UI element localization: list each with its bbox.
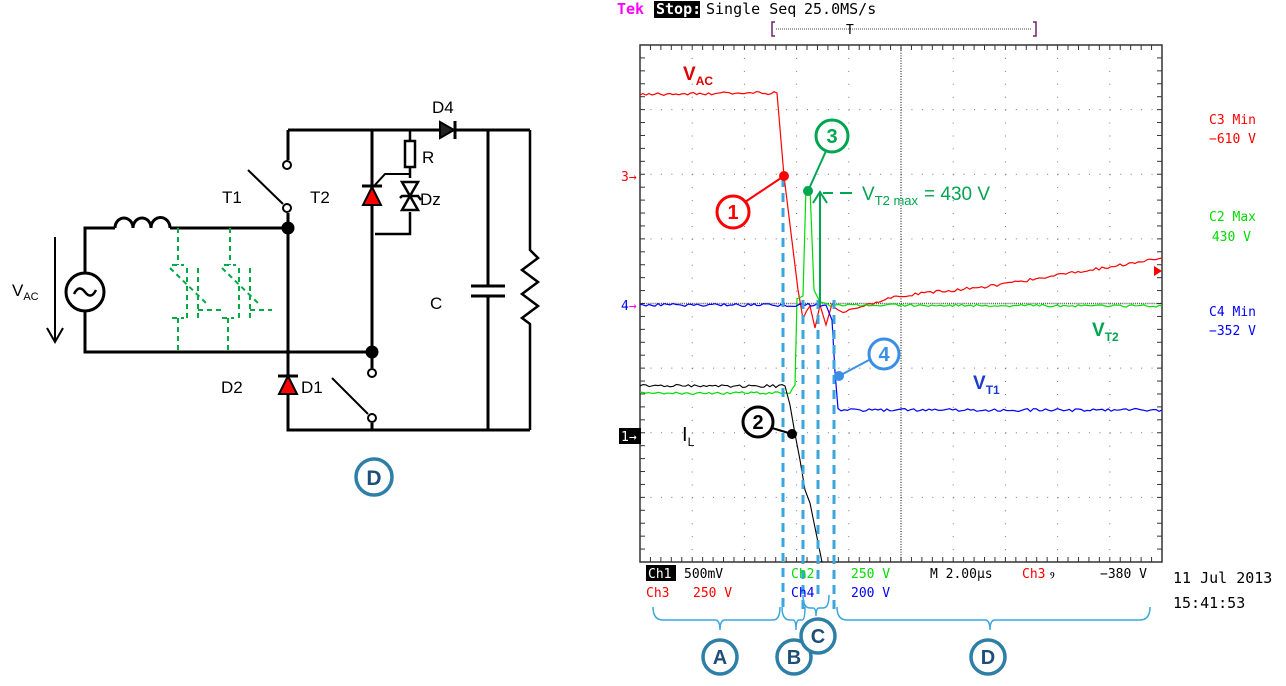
marker-4: 4: [834, 339, 899, 381]
svg-text:2: 2: [752, 412, 763, 434]
footer-ch3-scale: 250 V: [693, 586, 732, 601]
label-d4: D4: [432, 98, 454, 117]
vt2max-arrow: [813, 192, 852, 305]
marker-1: 1: [717, 171, 789, 228]
trace-il: [640, 385, 822, 563]
vt2max-label: VT2 max = 430 V: [862, 184, 990, 208]
svg-text:A: A: [713, 647, 727, 669]
footer-ch3: Ch3: [646, 586, 669, 601]
t1-contact-bottom: [283, 204, 291, 212]
label-d2: D2: [221, 378, 243, 397]
marker-3: 3: [803, 120, 848, 196]
label-r: R: [422, 148, 434, 167]
ch1-marker: 1→: [621, 430, 637, 445]
footer-ch1-scale: 500mV: [684, 567, 723, 582]
phase-badge-a: A: [703, 640, 737, 674]
label-vt1-trace: VT1: [973, 373, 1000, 397]
brand-tek: Tek: [617, 0, 644, 18]
d1-contact-top: [368, 369, 376, 377]
d4-diode: [440, 122, 454, 138]
bracket-d: [837, 607, 1150, 630]
footer-trigger-source: Ch3: [1022, 567, 1045, 582]
footer-date: 11 Jul 2013: [1173, 569, 1272, 587]
meas-c3-value: −610 V: [1209, 132, 1256, 147]
meas-c4-value: −352 V: [1209, 324, 1256, 339]
phase-badge-c: C: [801, 619, 835, 653]
marker-2: 2: [743, 407, 797, 439]
scope-graticule: [640, 45, 1162, 562]
phase-badges: A B C D: [703, 619, 1005, 674]
label-c: C: [430, 294, 442, 313]
left-loop: [85, 228, 372, 352]
label-il-trace: IL: [682, 424, 695, 449]
figure: D4 R T1 T2 Dz C D2 D1 VAC D Tek Stop: Si…: [0, 0, 1286, 686]
channel-markers: 3→ 4→ 1→: [619, 170, 1162, 445]
bracket-a: [653, 607, 780, 630]
footer-trigger-level: −380 V: [1100, 567, 1147, 582]
svg-text:C: C: [811, 626, 825, 648]
svg-text:4: 4: [878, 344, 890, 366]
resistor-r: [405, 141, 415, 167]
ch3-marker: 3→: [621, 170, 637, 185]
t2-gate: [374, 174, 411, 186]
d1-contact-bottom: [368, 414, 376, 422]
svg-text:1: 1: [727, 202, 738, 224]
footer-timebase: M 2.00µs: [930, 567, 993, 582]
ch3-ref-arrow-right: [1154, 266, 1162, 276]
event-markers: 1 2 3 4: [717, 120, 899, 439]
footer-ch2-scale: 250 V: [851, 567, 890, 582]
d2-wire: [288, 228, 530, 430]
inductor: [115, 217, 170, 228]
meas-c2-label: C2 Max: [1209, 210, 1256, 225]
bracket-b: [782, 607, 805, 630]
capacitor-plates: [471, 286, 505, 296]
ac-source-sine-icon: [74, 288, 96, 295]
d2-diode: [279, 376, 297, 394]
svg-text:D: D: [981, 647, 995, 669]
label-vac-trace: VAC: [683, 64, 713, 88]
load-resistor: [522, 130, 538, 430]
trace-labels: VAC VT2 VT1 IL: [682, 64, 1119, 449]
acq-mode: Single Seq: [706, 0, 796, 18]
phase-badge-d: D: [971, 640, 1005, 674]
label-vt2-trace: VT2: [1092, 320, 1119, 344]
zener-dz: [400, 182, 421, 210]
meas-c4-label: C4 Min: [1209, 305, 1256, 320]
label-vac: VAC: [12, 281, 39, 303]
circuit-diagram: [47, 121, 538, 430]
sample-rate: 25.0MS/s: [804, 0, 876, 18]
label-d1: D1: [301, 378, 323, 397]
footer-ch2: Ch2: [791, 567, 814, 582]
state-badge: Stop:: [656, 0, 701, 18]
t1-contact-top: [283, 161, 291, 169]
scope-footer: Ch1 500mV Ch3 250 V Ch2 250 V Ch4 200 V …: [646, 565, 1272, 612]
label-dz: Dz: [420, 190, 441, 209]
svg-text:Tek: Tek: [617, 0, 644, 18]
t2-thyristor: [363, 187, 381, 205]
label-t1: T1: [222, 188, 242, 207]
svg-text:3: 3: [826, 126, 837, 148]
phase-dashed-lines: [783, 178, 834, 612]
label-t2: T2: [310, 188, 330, 207]
footer-time: 15:41:53: [1173, 594, 1245, 612]
vac-arrow: [47, 237, 63, 342]
t1-blade: [248, 170, 283, 204]
footer-ch1: Ch1: [648, 567, 671, 582]
phase-badge-label: D: [366, 467, 381, 490]
igbt-ghost-symbols: [170, 228, 272, 350]
trigger-position-marker: T: [846, 23, 854, 38]
measurements: C3 Min −610 V C2 Max 430 V C4 Min −352 V: [1209, 113, 1256, 339]
meas-c3-label: C3 Min: [1209, 113, 1256, 128]
svg-text:B: B: [787, 647, 801, 669]
scope-header: Tek Stop: Single Seq 25.0MS/s T: [617, 0, 1036, 38]
d1-blade: [332, 378, 368, 414]
circuit-phase-badge: D: [356, 459, 392, 495]
footer-trigger-slope-icon: ⳋ: [1050, 567, 1055, 582]
footer-ch4-scale: 200 V: [851, 586, 890, 601]
meas-c2-value: 430 V: [1212, 230, 1251, 245]
ch4-marker: 4→: [621, 299, 637, 314]
